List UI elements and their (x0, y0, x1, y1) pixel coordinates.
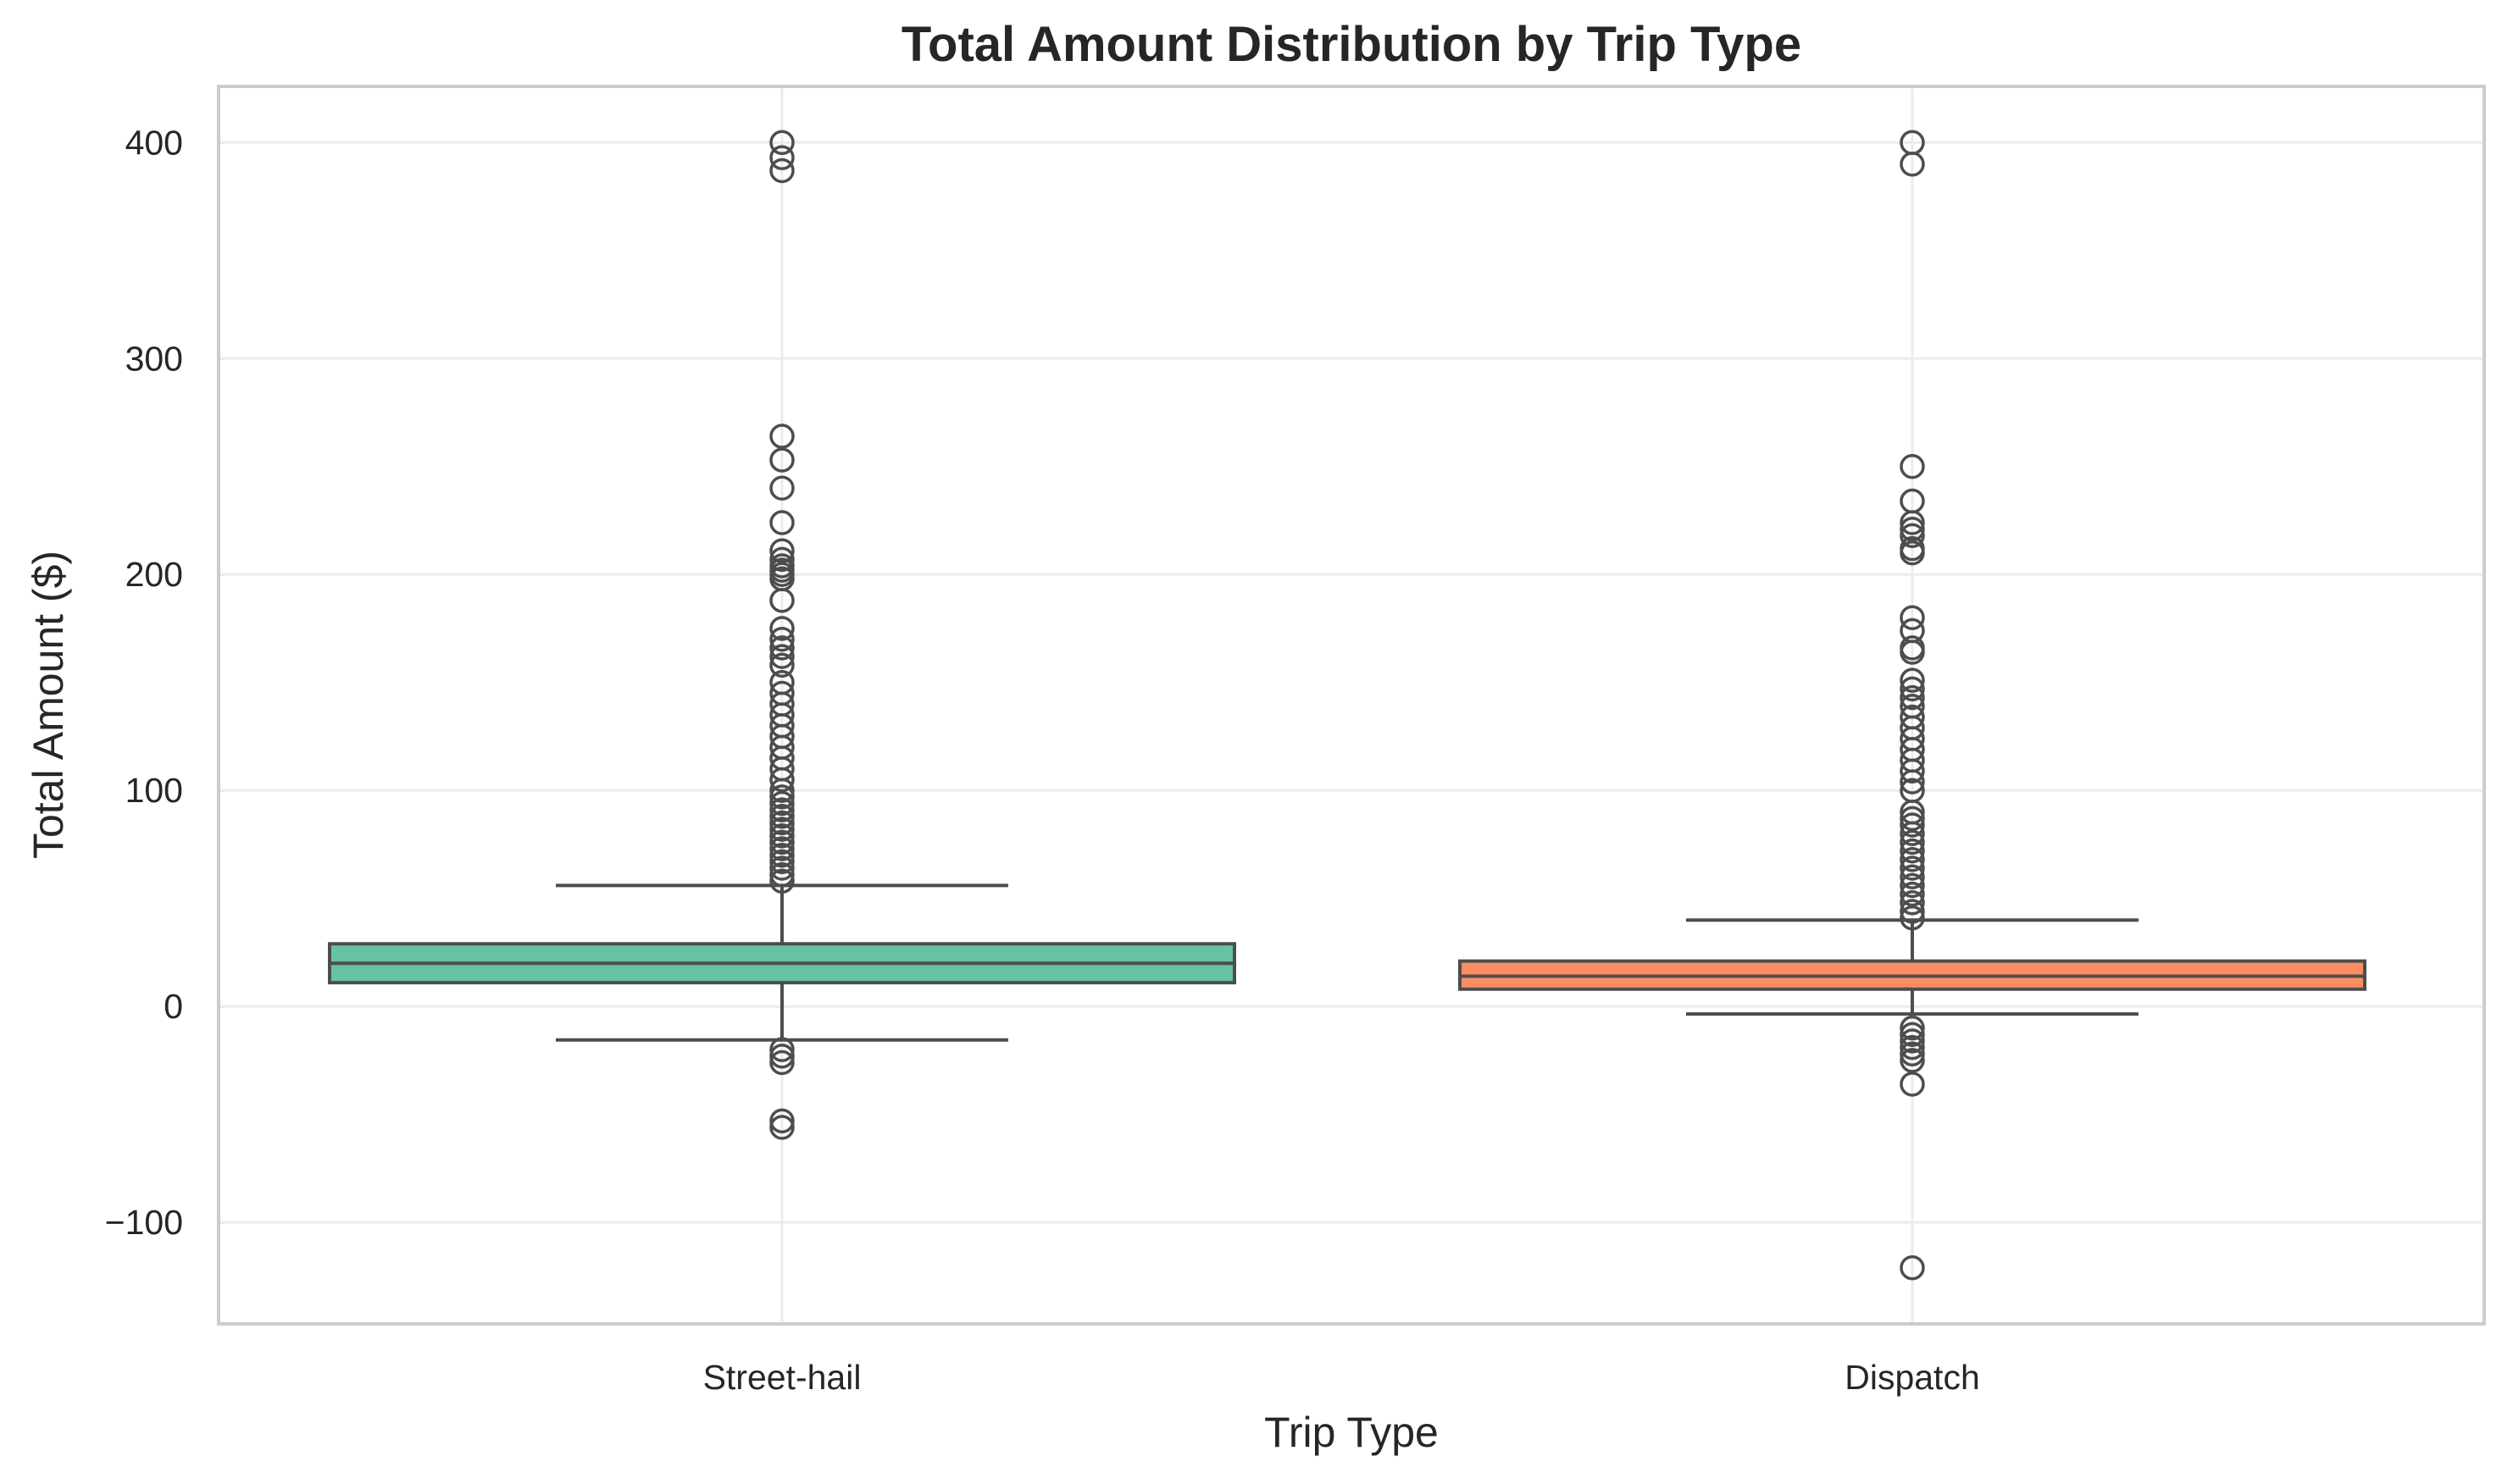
dispatch-outlier (1900, 847, 1925, 872)
y-tick-label: 300 (125, 339, 183, 378)
dispatch-outlier (1900, 1015, 1925, 1041)
street-hail-outlier (769, 1049, 795, 1076)
dispatch-outlier (1900, 684, 1925, 711)
y-tick-label: 400 (125, 123, 183, 162)
dispatch-outlier (1900, 758, 1925, 784)
street-hail-outlier (769, 145, 795, 170)
street-hail-outlier (769, 1115, 795, 1140)
dispatch-outlier (1900, 881, 1925, 907)
dispatch-outlier (1900, 806, 1925, 832)
street-hail-outlier (769, 546, 795, 573)
dispatch-outlier (1900, 1254, 1925, 1281)
street-hail-outlier (769, 804, 795, 829)
dispatch-outlier (1900, 821, 1925, 846)
dispatch-outlier (1900, 523, 1925, 549)
dispatch-outlier (1900, 838, 1925, 864)
dispatch-outlier (1900, 667, 1925, 693)
dispatch-outlier (1900, 540, 1925, 566)
street-hail-outlier (769, 797, 795, 822)
street-hail-outlier (769, 790, 795, 817)
dispatch-outlier (1900, 872, 1925, 899)
y-tick-label: 100 (125, 771, 183, 810)
street-hail-outlier (769, 784, 795, 810)
box-layer (328, 130, 2366, 1281)
dispatch-outlier (1900, 864, 1925, 889)
dispatch-outlier (1900, 1022, 1925, 1048)
street-hail-outlier (769, 1044, 795, 1069)
dispatch-outlier (1900, 454, 1925, 479)
x-tick-label: Street-hail (703, 1358, 862, 1397)
street-hail-outlier (769, 652, 795, 678)
dispatch-outlier (1900, 899, 1925, 924)
street-hail-outlier (769, 538, 795, 563)
dispatch-outlier (1900, 516, 1925, 542)
street-hail-outlier (769, 130, 795, 156)
grid-layer (219, 86, 2484, 1324)
dispatch-outlier (1900, 1048, 1925, 1073)
dispatch-outlier (1900, 856, 1925, 881)
dispatch-outlier (1900, 676, 1925, 702)
dispatch-outlier (1900, 605, 1925, 630)
chart-title: Total Amount Distribution by Trip Type (901, 17, 1801, 72)
tick-layer: −100 0 100 200 300 400 Street-hail Dispatch (105, 123, 1980, 1397)
street-hail-outlier (769, 1108, 795, 1134)
street-hail-outlier (769, 868, 795, 894)
street-hail-outlier (769, 856, 795, 881)
street-hail-outlier (769, 510, 795, 535)
dispatch-outlier (1900, 640, 1925, 665)
y-tick-label: 200 (125, 555, 183, 594)
dispatch-outlier (1900, 152, 1925, 177)
dispatch-outlier (1900, 769, 1925, 795)
street-hail-outlier (769, 829, 795, 856)
dispatch-outlier (1900, 890, 1925, 916)
dispatch-outlier (1900, 905, 1925, 931)
dispatch-outlier (1900, 510, 1925, 535)
street-hail-outlier (769, 823, 795, 849)
street-hail-outlier (769, 588, 795, 613)
street-hail-outlier (769, 616, 795, 641)
y-tick-label: 0 (164, 987, 183, 1026)
y-tick-label: −100 (105, 1203, 183, 1242)
street-hail-outlier (769, 810, 795, 836)
street-hail-outlier (769, 836, 795, 861)
street-hail-outlier (769, 635, 795, 661)
x-axis-label: Trip Type (1264, 1409, 1439, 1456)
plot-frame (217, 85, 2486, 1326)
street-hail-outlier (769, 158, 795, 184)
street-hail-outlier (769, 849, 795, 875)
street-hail-outlier (769, 778, 795, 803)
dispatch-outlier (1900, 1034, 1925, 1060)
street-hail-outlier (769, 424, 795, 449)
dispatch-outlier (1900, 1028, 1925, 1054)
dispatch-outlier (1900, 812, 1925, 838)
street-hail-outlier (769, 1037, 795, 1062)
street-hail-outlier (769, 626, 795, 652)
x-tick-label: Dispatch (1845, 1358, 1980, 1397)
dispatch-outlier (1900, 1071, 1925, 1097)
street-hail-outlier (769, 447, 795, 473)
street-hail-outlier (769, 817, 795, 842)
street-hail-outlier (769, 842, 795, 868)
street-hail-outlier (769, 767, 795, 793)
dispatch-outlier (1900, 1041, 1925, 1067)
dispatch-outlier (1900, 829, 1925, 856)
y-axis-label: Total Amount ($) (25, 551, 72, 859)
street-hail-outlier (769, 475, 795, 501)
street-hail-outlier (769, 861, 795, 888)
street-hail-outlier (769, 644, 795, 669)
